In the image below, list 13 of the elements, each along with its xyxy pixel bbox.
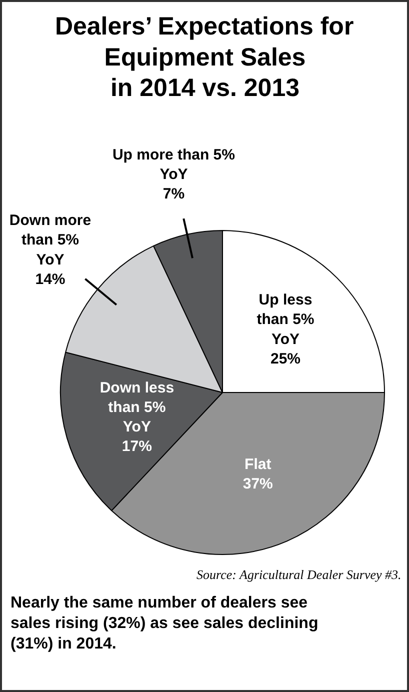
slice-label: Down more than 5% YoY [9, 212, 92, 268]
slice-label: Up more than 5% YoY [112, 146, 236, 183]
chart-title: Dealers’ Expectations for Equipment Sales in 2014 vs. 2013 [54, 12, 354, 102]
data-label: 25% [270, 350, 301, 368]
source-note: Source: Agricultural Dealer Survey #3. [196, 567, 402, 582]
data-label: 37% [242, 476, 273, 493]
data-label: 7% [162, 185, 185, 202]
slice-label: Up less than 5% YoY [256, 292, 314, 348]
data-label: 14% [35, 270, 66, 288]
text: Nearly the same number of dealers see sales rising (32%) as see sales declining (31%) in 2014. [10, 594, 318, 652]
slice-label: Down less than 5% YoY [100, 380, 174, 436]
data-label: 17% [122, 438, 152, 456]
slice-label: Flat [244, 456, 272, 473]
